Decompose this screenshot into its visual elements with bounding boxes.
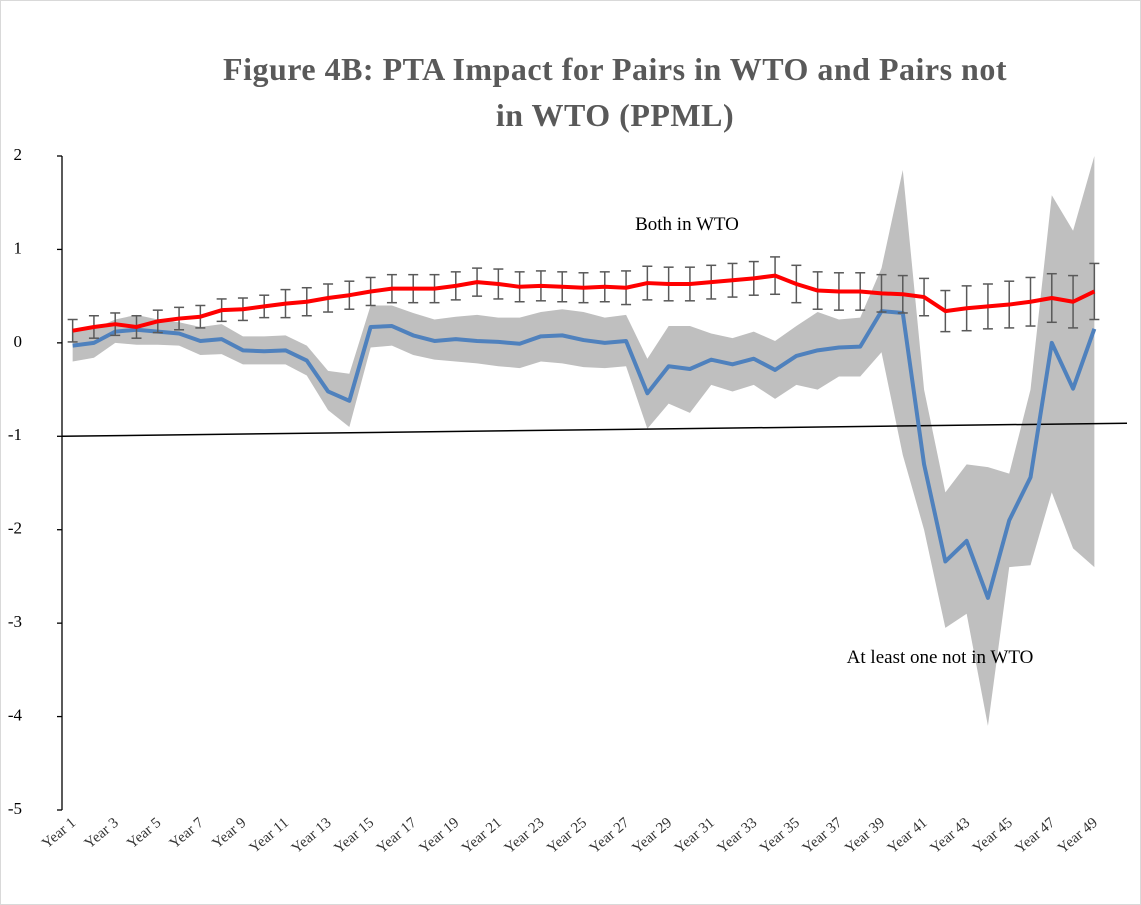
x-tick-label: Year 15 bbox=[331, 815, 377, 857]
series-label: At least one not in WTO bbox=[847, 647, 1034, 668]
x-tick-label: Year 35 bbox=[757, 815, 803, 857]
x-tick-label: Year 31 bbox=[672, 815, 718, 857]
x-tick-label: Year 7 bbox=[167, 814, 207, 852]
x-tick-label: Year 11 bbox=[247, 815, 292, 857]
series-line bbox=[72, 273, 1096, 333]
x-tick-label: Year 9 bbox=[209, 815, 249, 852]
x-tick-label: Year 5 bbox=[124, 815, 164, 852]
x-tick-label: Year 13 bbox=[289, 815, 335, 857]
x-tick-label: Year 19 bbox=[417, 815, 463, 857]
y-tick-label: -4 bbox=[8, 705, 23, 724]
x-tick-label: Year 47 bbox=[1013, 814, 1059, 856]
chart-title: Figure 4B: PTA Impact for Pairs in WTO a… bbox=[223, 51, 1007, 133]
y-tick-label: 0 bbox=[14, 332, 23, 351]
x-tick-label: Year 27 bbox=[587, 814, 633, 856]
x-tick-label: Year 21 bbox=[459, 815, 505, 857]
x-tick-label: Year 25 bbox=[544, 815, 590, 857]
y-tick-label: 2 bbox=[14, 145, 23, 164]
x-tick-label: Year 45 bbox=[970, 815, 1016, 857]
y-tick-label: -2 bbox=[8, 519, 22, 538]
x-tick-label: Year 43 bbox=[927, 815, 973, 857]
x-tick-label: Year 41 bbox=[885, 815, 931, 857]
x-tick-label: Year 1 bbox=[39, 815, 79, 852]
trend-line bbox=[61, 422, 1128, 438]
y-tick-label: -3 bbox=[8, 612, 22, 631]
x-tick-label: Year 39 bbox=[842, 815, 888, 857]
series-label: Both in WTO bbox=[635, 214, 739, 235]
x-tick-label: Year 23 bbox=[502, 815, 548, 857]
x-tick-label: Year 29 bbox=[629, 815, 675, 857]
x-tick-label: Year 3 bbox=[82, 815, 122, 852]
y-tick-label: 1 bbox=[14, 238, 23, 257]
x-tick-label: Year 49 bbox=[1055, 815, 1101, 857]
x-tick-label: Year 33 bbox=[715, 815, 761, 857]
confidence-band bbox=[72, 156, 1095, 726]
x-tick-label: Year 17 bbox=[374, 814, 420, 856]
x-tick-label: Year 37 bbox=[800, 814, 846, 856]
series-line bbox=[72, 309, 1097, 600]
y-tick-label: -1 bbox=[8, 425, 22, 444]
y-tick-label: -5 bbox=[8, 799, 22, 818]
